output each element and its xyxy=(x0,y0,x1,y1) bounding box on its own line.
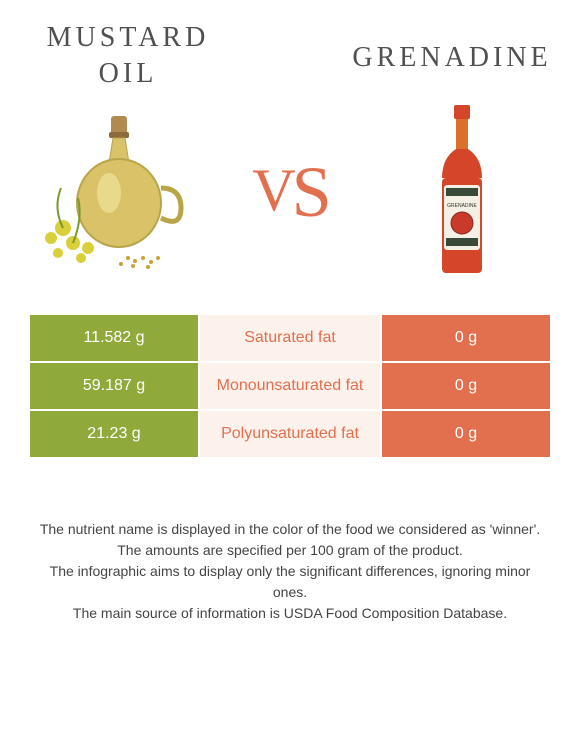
mustard-oil-icon xyxy=(33,108,203,278)
footer-line: The nutrient name is displayed in the co… xyxy=(38,519,542,540)
table-row: 21.23 g Polyunsaturated fat 0 g xyxy=(29,410,551,458)
nutrient-name: Polyunsaturated fat xyxy=(199,410,381,458)
grenadine-bottle-icon: GRENADINE xyxy=(422,103,502,283)
table-row: 59.187 g Monounsaturated fat 0 g xyxy=(29,362,551,410)
nutrient-name: Saturated fat xyxy=(199,314,381,362)
comparison-table-body: 11.582 g Saturated fat 0 g 59.187 g Mono… xyxy=(29,314,551,458)
images-row: VS GRENADINE xyxy=(28,103,552,283)
left-value: 59.187 g xyxy=(29,362,199,410)
left-value: 21.23 g xyxy=(29,410,199,458)
nutrient-name: Monounsaturated fat xyxy=(199,362,381,410)
comparison-table: 11.582 g Saturated fat 0 g 59.187 g Mono… xyxy=(28,313,552,459)
left-product-title: MUSTARDOIL xyxy=(28,20,228,93)
right-value: 0 g xyxy=(381,314,551,362)
right-product-title: GRENADINE xyxy=(352,40,552,76)
table-row: 11.582 g Saturated fat 0 g xyxy=(29,314,551,362)
right-value: 0 g xyxy=(381,362,551,410)
header-row: MUSTARDOIL GRENADINE xyxy=(28,20,552,93)
vs-label: VS xyxy=(252,151,327,234)
left-product-image xyxy=(28,103,208,283)
footer-line: The main source of information is USDA F… xyxy=(38,603,542,624)
left-value: 11.582 g xyxy=(29,314,199,362)
svg-text:GRENADINE: GRENADINE xyxy=(447,203,477,209)
right-product-image: GRENADINE xyxy=(372,103,552,283)
footer-notes: The nutrient name is displayed in the co… xyxy=(28,519,552,624)
footer-line: The infographic aims to display only the… xyxy=(38,561,542,603)
infographic-container: MUSTARDOIL GRENADINE xyxy=(0,0,580,644)
footer-line: The amounts are specified per 100 gram o… xyxy=(38,540,542,561)
right-value: 0 g xyxy=(381,410,551,458)
